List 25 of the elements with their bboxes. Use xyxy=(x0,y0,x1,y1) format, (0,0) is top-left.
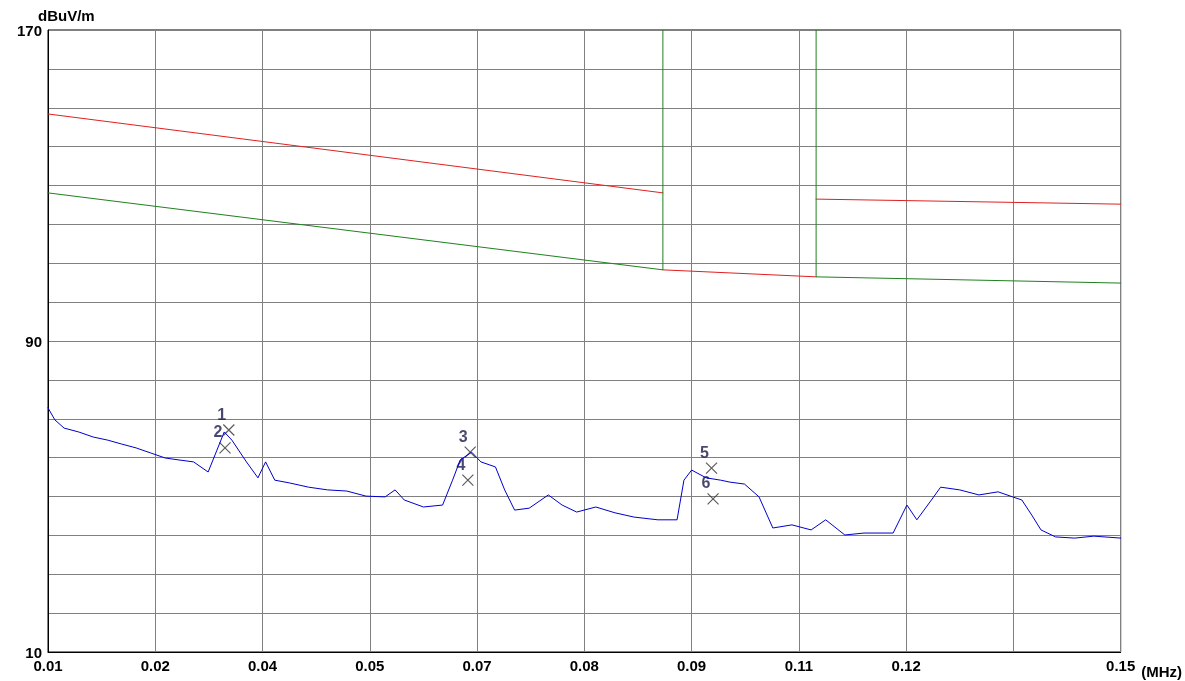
x-tick-label: 0.09 xyxy=(677,657,707,674)
x-tick-label: 0.04 xyxy=(247,657,278,674)
point xyxy=(464,446,477,459)
y-tick-label: 90 xyxy=(25,332,42,350)
point xyxy=(461,474,474,487)
annotation: 1 xyxy=(217,405,227,423)
x-tick-label: 0.07 xyxy=(462,657,492,674)
line-series xyxy=(47,407,1122,539)
x-tick-label: 0.05 xyxy=(355,657,385,674)
x-tick-label: 0.11 xyxy=(784,657,814,674)
y-axis-title: dBuV/m xyxy=(38,6,95,24)
annotation: 2 xyxy=(213,423,223,441)
x-tick-label: 0.12 xyxy=(891,657,921,674)
x-axis-title: (MHz) xyxy=(1141,663,1183,680)
annotation: 6 xyxy=(701,474,711,492)
y-tick-label: 170 xyxy=(16,21,42,39)
point xyxy=(705,462,718,475)
x-tick-label: 0.08 xyxy=(569,657,599,674)
point xyxy=(218,441,232,455)
annotation: 5 xyxy=(700,443,710,461)
x-tick-label: 0.02 xyxy=(140,657,170,674)
x-tick-label: 0.15 xyxy=(1106,657,1136,674)
point xyxy=(706,492,720,505)
annotation: 3 xyxy=(458,427,468,445)
point xyxy=(222,423,235,437)
